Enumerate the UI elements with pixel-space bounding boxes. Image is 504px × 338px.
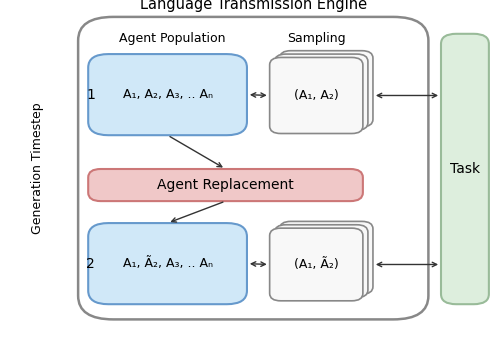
FancyBboxPatch shape [280, 51, 373, 127]
FancyBboxPatch shape [270, 57, 363, 134]
Text: (A₁, A₂): (A₁, A₂) [294, 89, 339, 102]
FancyBboxPatch shape [88, 54, 247, 135]
FancyBboxPatch shape [88, 169, 363, 201]
FancyBboxPatch shape [78, 17, 428, 319]
FancyBboxPatch shape [270, 228, 363, 301]
Text: (A₁, Ã₂): (A₁, Ã₂) [294, 258, 339, 271]
Text: Task: Task [450, 162, 480, 176]
Text: Agent Population: Agent Population [119, 32, 226, 45]
Text: Generation Timestep: Generation Timestep [31, 102, 44, 234]
FancyBboxPatch shape [275, 54, 368, 130]
Text: 1: 1 [86, 88, 95, 102]
Text: Language Transmission Engine: Language Transmission Engine [140, 0, 367, 12]
Text: A₁, A₂, A₃, .. Aₙ: A₁, A₂, A₃, .. Aₙ [122, 88, 213, 101]
FancyBboxPatch shape [280, 221, 373, 294]
Text: Sampling: Sampling [287, 32, 346, 45]
FancyBboxPatch shape [441, 34, 489, 304]
Text: A₁, Ã₂, A₃, .. Aₙ: A₁, Ã₂, A₃, .. Aₙ [122, 257, 213, 270]
Text: 2: 2 [86, 257, 95, 271]
Text: Agent Replacement: Agent Replacement [157, 178, 294, 192]
FancyBboxPatch shape [88, 223, 247, 304]
FancyBboxPatch shape [275, 225, 368, 297]
